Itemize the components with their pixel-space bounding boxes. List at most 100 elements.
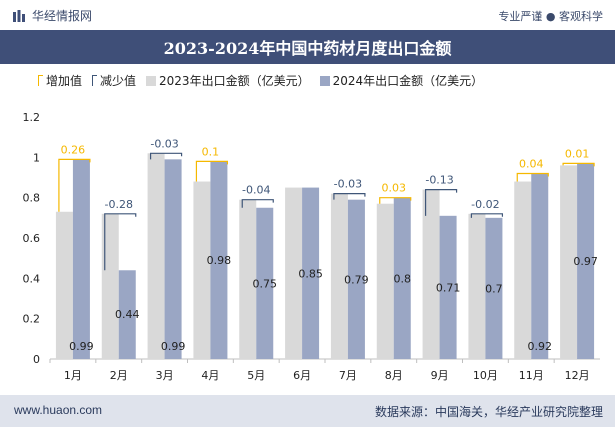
y-tick-label: 0.4 [23, 272, 41, 285]
legend: 增加值 减少值 2023年出口金额（亿美元） 2024年出口金额（亿美元） [38, 72, 483, 89]
decrease-bracket [104, 213, 137, 271]
increase-bracket [195, 160, 229, 182]
y-tick-label: 1.2 [23, 111, 41, 124]
legend-2024: 2024年出口金额（亿美元） [319, 72, 484, 89]
value-label-2024: 0.75 [253, 277, 278, 290]
y-tick-label: 0 [33, 353, 40, 366]
change-label: -0.28 [105, 198, 133, 211]
bar-2024 [577, 163, 595, 359]
x-tick-label: 4月 [201, 369, 219, 382]
bar-2024 [164, 159, 182, 359]
x-tick-label: 10月 [473, 369, 498, 382]
value-label-2024: 0.7 [485, 282, 503, 295]
decrease-bracket [241, 199, 274, 208]
bar-2023 [239, 199, 257, 359]
bar-2024 [485, 217, 503, 359]
y-tick-label: 1 [33, 151, 40, 164]
brand-name: 华经情报网 [32, 9, 93, 23]
bar-2023 [560, 165, 578, 359]
bar-2024 [439, 215, 457, 359]
chart-title: 2023-2024年中国中药材月度出口金额 [0, 30, 615, 64]
change-label: -0.02 [471, 198, 499, 211]
change-label: 0.01 [565, 147, 590, 160]
bar-2023 [330, 193, 348, 359]
legend-2024-label: 2024年出口金额（亿美元） [332, 74, 484, 88]
footer: www.huaon.com 数据来源：中国海关，华经产业研究院整理 [0, 395, 615, 427]
decrease-bracket [149, 152, 183, 160]
value-label-2024: 0.99 [69, 340, 94, 353]
value-label-2024: 0.8 [394, 272, 412, 285]
bar-2023 [55, 211, 73, 359]
legend-2023-label: 2023年出口金额（亿美元） [159, 74, 310, 88]
bar-2024 [256, 207, 274, 359]
value-label-2024: 0.44 [115, 308, 140, 321]
increase-bracket [379, 197, 412, 204]
change-label: 0.26 [61, 143, 86, 156]
bar-2023 [101, 213, 119, 359]
decrease-bracket [470, 213, 504, 218]
y-tick-label: 0.6 [23, 232, 41, 245]
x-tick-label: 6月 [293, 369, 311, 382]
bar-2023 [193, 181, 211, 359]
increase-bracket [58, 158, 91, 212]
decrease-bracket [424, 189, 458, 216]
x-tick-label: 8月 [385, 369, 403, 382]
bar-logo-icon [13, 9, 25, 22]
legend-decrease-label: 减少值 [100, 74, 137, 88]
legend-increase: 增加值 [38, 72, 82, 89]
change-label: 0.04 [519, 157, 544, 170]
change-label: 0.03 [382, 182, 407, 195]
y-tick-label: 0.8 [23, 192, 41, 205]
change-label: -0.13 [425, 174, 453, 187]
bar-2023 [514, 181, 532, 359]
value-label-2024: 0.79 [344, 273, 369, 286]
decrease-bracket [333, 193, 366, 200]
change-label: -0.03 [334, 178, 362, 191]
bar-2024 [347, 199, 365, 359]
x-tick-label: 5月 [247, 369, 265, 382]
bar-2023 [422, 189, 440, 359]
bar-2024 [118, 270, 136, 359]
change-label: -0.03 [150, 137, 178, 150]
decrease-swatch [92, 75, 98, 86]
x-tick-label: 1月 [64, 369, 82, 382]
legend-2023: 2023年出口金额（亿美元） [146, 72, 310, 89]
bar-2024 [302, 187, 320, 359]
footer-url[interactable]: www.huaon.com [14, 403, 103, 417]
x-tick-label: 2月 [110, 369, 128, 382]
y-tick-label: 0.2 [23, 313, 41, 326]
bar-2023 [147, 153, 165, 359]
increase-bracket [562, 162, 595, 167]
top-bar: 华经情报网 专业严谨 ● 客观科学 [0, 0, 615, 30]
value-label-2024: 0.92 [528, 340, 553, 353]
x-tick-label: 11月 [519, 369, 544, 382]
bar-2023 [468, 213, 486, 359]
bar-2023 [376, 203, 394, 359]
increase-bracket [516, 172, 549, 182]
x-tick-label: 9月 [431, 369, 449, 382]
value-label-2024: 0.98 [207, 254, 232, 267]
change-label: 0.1 [202, 145, 220, 158]
tagline: 专业严谨 ● 客观科学 [498, 10, 603, 23]
bar-2024 [72, 159, 90, 359]
change-label: -0.04 [242, 184, 270, 197]
series-2023-swatch [146, 75, 157, 86]
legend-decrease: 减少值 [92, 72, 136, 89]
bar-2024 [210, 161, 228, 359]
x-tick-label: 3月 [156, 369, 174, 382]
value-label-2024: 0.71 [436, 281, 461, 294]
increase-swatch [38, 75, 43, 86]
x-tick-label: 7月 [339, 369, 357, 382]
value-label-2024: 0.97 [573, 255, 598, 268]
chart: 0 0.2 0.4 0.6 0.8 1 1.2 0.99 0.26 1月 0.44 -0.28 2月 0.… [23, 111, 600, 382]
series-2024-swatch [319, 75, 330, 86]
value-label-2024: 0.99 [161, 340, 186, 353]
bar-2024 [531, 173, 549, 359]
bar-2024 [393, 197, 411, 359]
data-source: 数据来源：中国海关，华经产业研究院整理 [374, 405, 603, 419]
brand[interactable]: 华经情报网 [12, 7, 92, 24]
x-tick-label: 12月 [565, 369, 590, 382]
legend-increase-label: 增加值 [46, 74, 83, 88]
bar-2023 [285, 187, 303, 359]
value-label-2024: 0.85 [298, 267, 323, 280]
